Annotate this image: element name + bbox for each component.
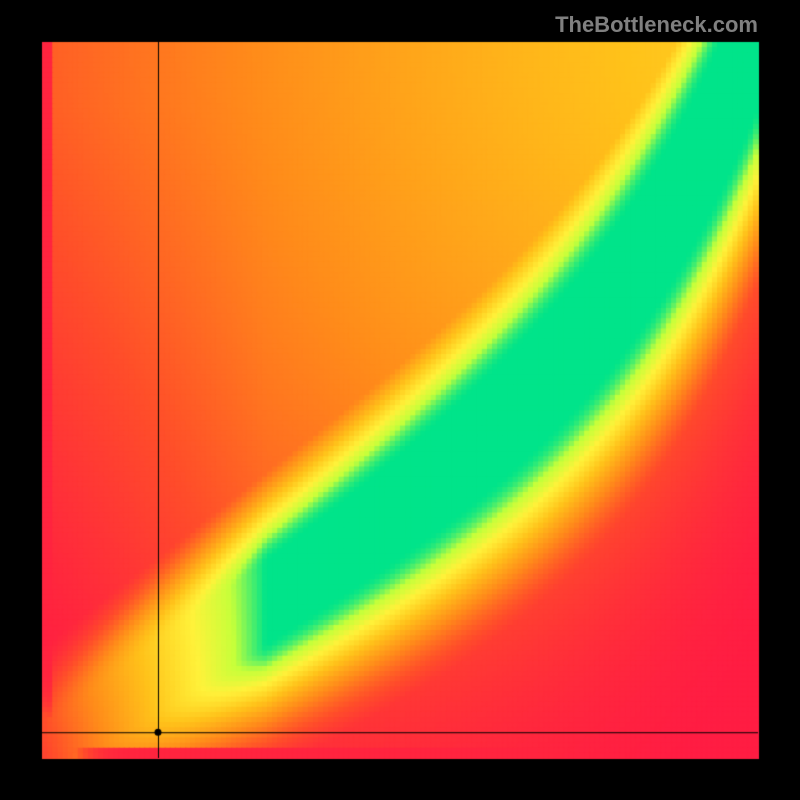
watermark-text: TheBottleneck.com: [555, 12, 758, 38]
bottleneck-heatmap: [0, 0, 800, 800]
chart-container: TheBottleneck.com: [0, 0, 800, 800]
